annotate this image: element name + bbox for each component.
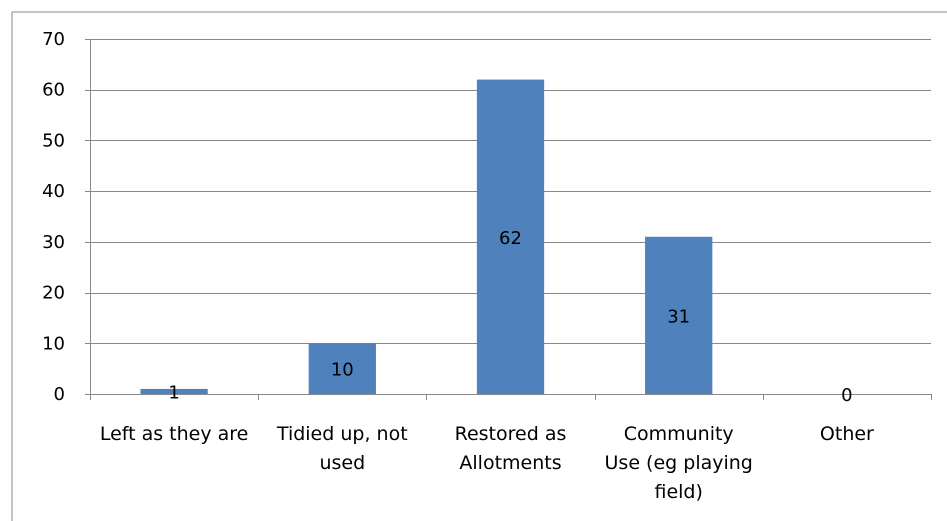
x-tick-label-line: Allotments [459,452,561,474]
x-tick-label: Tidied up, not used [276,423,408,474]
y-tick-label: 10 [42,333,65,354]
y-tick-label: 60 [42,80,65,101]
x-tick-label-line: field) [654,481,702,503]
data-label: 31 [667,306,690,327]
y-tick-labels: 0 10 20 30 40 50 60 70 [42,29,65,405]
y-tick-label: 50 [42,130,65,151]
y-tick-label: 40 [42,181,65,202]
x-tick-label-line: Left as they are [100,423,249,445]
y-tick-label: 30 [42,232,65,253]
x-tick-label-line: used [319,452,365,474]
x-tick-label: Restored as Allotments [455,423,567,474]
y-tick-label: 20 [42,283,65,304]
data-label: 0 [841,385,852,406]
data-label: 10 [331,360,354,381]
x-tick-label-line: Use (eg playing [605,452,753,474]
bar [140,388,208,394]
bar [308,343,376,394]
data-label: 62 [499,228,522,249]
bars [140,79,713,395]
x-tick-label: Left as they are [100,423,249,445]
x-tick-labels: Left as they are Tidied up, not used Restor… [100,423,874,503]
x-tick-label-line: Tidied up, not [276,423,408,445]
x-tick-label-line: Other [820,423,874,445]
bar [645,236,713,394]
bar [476,79,545,395]
data-label: 1 [168,382,179,403]
x-tick-label: Other [820,423,874,445]
y-tick-label: 70 [42,29,65,50]
x-tick-label-line: Community [624,423,734,445]
frame-layer [11,11,947,521]
data-labels: 1 10 62 31 0 [168,228,852,406]
axes [85,39,932,400]
x-tick-label-line: Restored as [455,423,567,445]
y-tick-label: 0 [54,384,65,405]
x-tick-label: Community Use (eg playing field) [605,423,753,503]
